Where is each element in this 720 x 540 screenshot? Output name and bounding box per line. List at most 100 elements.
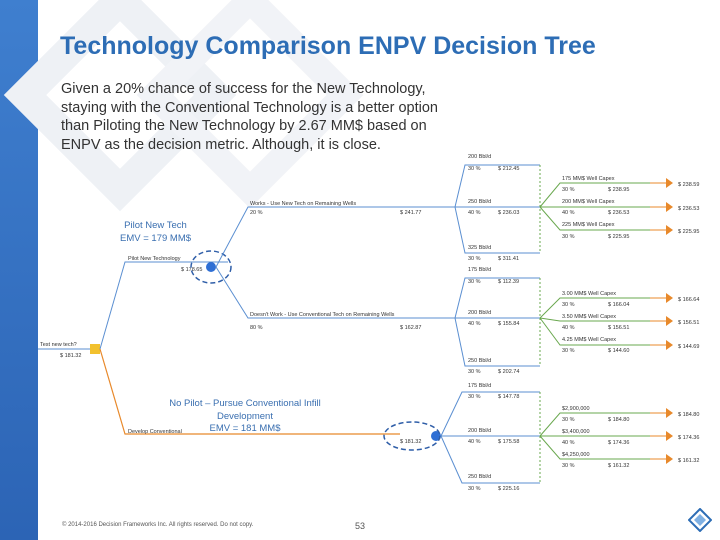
pilot-value: $ 178.65 xyxy=(181,267,202,273)
svg-text:30 %: 30 % xyxy=(562,463,575,469)
svg-text:40 %: 40 % xyxy=(562,210,575,216)
svg-text:30 %: 30 % xyxy=(468,486,481,492)
svg-text:40 %: 40 % xyxy=(468,210,481,216)
svg-text:325 Bbl/d: 325 Bbl/d xyxy=(468,245,491,251)
svg-text:200 MM$ Well Capex: 200 MM$ Well Capex xyxy=(562,199,615,205)
svg-text:30 %: 30 % xyxy=(468,369,481,375)
svg-text:200 Bbl/d: 200 Bbl/d xyxy=(468,310,491,316)
svg-text:$ 144.69: $ 144.69 xyxy=(678,344,699,350)
doesnt-capex-labels: 3.00 MM$ Well Capex 30 % $ 166.04 3.50 M… xyxy=(562,291,699,354)
svg-text:$3,400,000: $3,400,000 xyxy=(562,429,590,435)
works-capex-labels: 175 MM$ Well Capex 30 % $ 238.95 200 MM$… xyxy=(562,176,699,240)
doesnt-rate-branches: 175 Bbl/d 30 % $ 112.39 200 Bbl/d 40 % $… xyxy=(454,267,540,375)
root-value: $ 181.32 xyxy=(60,353,81,359)
svg-text:$ 112.39: $ 112.39 xyxy=(498,279,519,285)
pilot-highlight-ellipse xyxy=(190,250,232,284)
svg-text:$ 238.59: $ 238.59 xyxy=(678,182,699,188)
root-branch: Test new tech? $ 181.32 xyxy=(38,342,100,359)
svg-text:$ 166.04: $ 166.04 xyxy=(608,302,629,308)
conventional-highlight-ellipse xyxy=(383,421,441,451)
svg-text:$ 161.32: $ 161.32 xyxy=(678,458,699,464)
svg-text:$ 156.51: $ 156.51 xyxy=(608,325,629,331)
doesnt-value: $ 162.87 xyxy=(400,325,421,331)
svg-text:$ 166.64: $ 166.64 xyxy=(678,297,699,303)
works-prob: 20 % xyxy=(250,210,263,216)
svg-text:30 %: 30 % xyxy=(562,417,575,423)
svg-text:40 %: 40 % xyxy=(468,321,481,327)
svg-text:30 %: 30 % xyxy=(468,166,481,172)
svg-text:$ 311.41: $ 311.41 xyxy=(498,256,519,262)
works-value: $ 241.77 xyxy=(400,210,421,216)
svg-text:$ 161.32: $ 161.32 xyxy=(608,463,629,469)
svg-text:175 MM$ Well Capex: 175 MM$ Well Capex xyxy=(562,176,615,182)
slide-title: Technology Comparison ENPV Decision Tree xyxy=(60,32,596,60)
svg-text:175 Bbl/d: 175 Bbl/d xyxy=(468,267,491,273)
doesnt-label: Doesn't Work - Use Conventional Tech on … xyxy=(250,312,395,318)
svg-text:$ 238.95: $ 238.95 xyxy=(608,187,629,193)
doesnt-prob: 80 % xyxy=(250,325,263,331)
svg-text:4.25 MM$ Well Capex: 4.25 MM$ Well Capex xyxy=(562,337,616,343)
svg-text:40 %: 40 % xyxy=(468,439,481,445)
svg-text:30 %: 30 % xyxy=(468,279,481,285)
svg-text:$ 225.95: $ 225.95 xyxy=(608,234,629,240)
page-number: 53 xyxy=(355,521,366,531)
slide-body-text: Given a 20% chance of success for the Ne… xyxy=(61,81,438,153)
svg-text:$ 236.03: $ 236.03 xyxy=(498,210,519,216)
pilot-label: Pilot New Technology xyxy=(128,256,181,262)
svg-text:200 Bbl/d: 200 Bbl/d xyxy=(468,428,491,434)
works-capex-branches xyxy=(539,178,673,235)
company-logo-icon xyxy=(688,508,712,532)
svg-text:250 Bbl/d: 250 Bbl/d xyxy=(468,199,491,205)
root-label: Test new tech? xyxy=(40,342,77,348)
svg-text:225 MM$ Well Capex: 225 MM$ Well Capex xyxy=(562,222,615,228)
svg-text:$2,900,000: $2,900,000 xyxy=(562,406,590,412)
works-label: Works - Use New Tech on Remaining Wells xyxy=(250,201,356,207)
svg-text:$ 202.74: $ 202.74 xyxy=(498,369,519,375)
svg-text:30 %: 30 % xyxy=(562,187,575,193)
conventional-capex-branches xyxy=(539,408,673,464)
svg-text:30 %: 30 % xyxy=(468,394,481,400)
conventional-value: $ 181.32 xyxy=(400,439,421,445)
svg-text:$ 156.51: $ 156.51 xyxy=(678,320,699,326)
pilot-chance-node xyxy=(206,262,216,272)
svg-text:$ 184.80: $ 184.80 xyxy=(678,412,699,418)
svg-text:40 %: 40 % xyxy=(562,325,575,331)
root-decision-node xyxy=(90,344,100,354)
pilot-callout-line2: EMV = 179 MM$ xyxy=(120,232,192,244)
svg-text:$4,250,000: $4,250,000 xyxy=(562,452,590,458)
nopilot-callout-line1: No Pilot – Pursue Conventional Infill xyxy=(169,398,321,409)
conventional-capex-labels: $2,900,000 30 % $ 184.80 $3,400,000 40 %… xyxy=(562,406,699,469)
conventional-label: Develop Conventional xyxy=(128,429,182,435)
works-branch-line xyxy=(215,206,455,268)
svg-text:$ 147.78: $ 147.78 xyxy=(498,394,519,400)
svg-text:$ 212.45: $ 212.45 xyxy=(498,166,519,172)
svg-text:$ 184.80: $ 184.80 xyxy=(608,417,629,423)
svg-text:40 %: 40 % xyxy=(562,440,575,446)
nopilot-callout: No Pilot – Pursue Conventional Infill De… xyxy=(150,398,340,436)
svg-text:$ 174.36: $ 174.36 xyxy=(678,435,699,441)
svg-text:200 Bbl/d: 200 Bbl/d xyxy=(468,154,491,160)
svg-text:$ 155.84: $ 155.84 xyxy=(498,321,519,327)
svg-text:$ 225.95: $ 225.95 xyxy=(678,229,699,235)
svg-text:30 %: 30 % xyxy=(562,302,575,308)
nopilot-callout-line2: Development xyxy=(217,410,273,422)
pilot-callout-line1: Pilot New Tech xyxy=(124,220,187,231)
pilot-callout: Pilot New Tech EMV = 179 MM$ xyxy=(120,220,191,245)
nopilot-callout-line3: EMV = 181 MM$ xyxy=(209,423,281,434)
conventional-chance-node xyxy=(431,431,441,441)
svg-text:250 Bbl/d: 250 Bbl/d xyxy=(468,474,491,480)
svg-text:$ 144.60: $ 144.60 xyxy=(608,348,629,354)
svg-text:175 Bbl/d: 175 Bbl/d xyxy=(468,383,491,389)
svg-text:3.50 MM$ Well Capex: 3.50 MM$ Well Capex xyxy=(562,314,616,320)
doesnt-branch-line xyxy=(215,266,455,319)
conventional-rate-branches: 175 Bbl/d 30 % $ 147.78 200 Bbl/d 40 % $… xyxy=(440,383,540,492)
svg-text:$ 236.53: $ 236.53 xyxy=(608,210,629,216)
svg-text:250 Bbl/d: 250 Bbl/d xyxy=(468,358,491,364)
svg-text:3.00 MM$ Well Capex: 3.00 MM$ Well Capex xyxy=(562,291,616,297)
svg-text:30 %: 30 % xyxy=(562,234,575,240)
works-rate-branches: 200 Bbl/d 30 % $ 212.45 250 Bbl/d 40 % $… xyxy=(454,154,540,262)
svg-text:$ 236.53: $ 236.53 xyxy=(678,206,699,212)
svg-text:$ 225.16: $ 225.16 xyxy=(498,486,519,492)
svg-text:30 %: 30 % xyxy=(562,348,575,354)
